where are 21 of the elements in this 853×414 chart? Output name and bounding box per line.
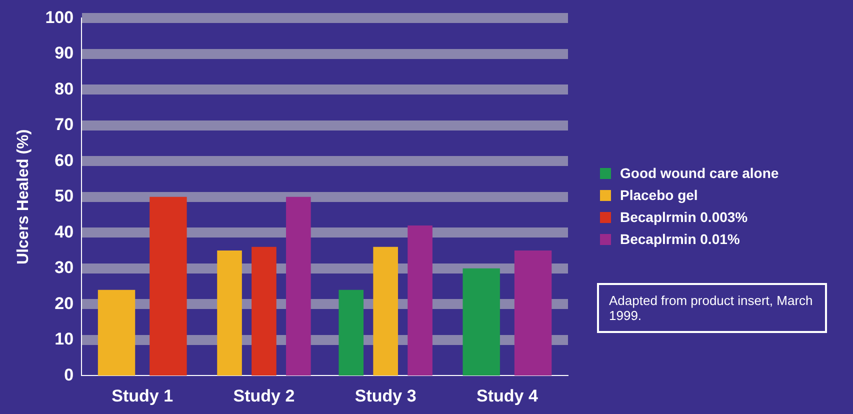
y-tick-label: 100 [45, 8, 74, 27]
x-tick-label: Study 2 [233, 386, 295, 406]
x-tick-label: Study 3 [354, 386, 416, 406]
y-tick-label: 80 [54, 79, 74, 98]
legend-label: Becaplrmin 0.01% [620, 231, 740, 247]
y-tick-label: 60 [54, 150, 74, 170]
y-tick-label: 20 [54, 294, 74, 313]
y-tick-label: 40 [54, 222, 74, 242]
x-tick-label: Study 4 [476, 386, 538, 406]
y-tick-label: 50 [54, 186, 74, 206]
y-tick-label: 10 [54, 330, 74, 349]
legend-label: Good wound care alone [620, 165, 779, 181]
legend-label: Placebo gel [620, 187, 698, 203]
y-tick-label: 0 [64, 365, 74, 384]
y-tick-label: 90 [54, 44, 74, 63]
y-axis-title: Ulcers Healed (%) [15, 129, 32, 264]
legend-label: Becaplrmin 0.003% [620, 209, 748, 225]
x-tick-label: Study 1 [112, 386, 174, 406]
y-tick-label: 30 [54, 258, 74, 278]
y-tick-label: 70 [54, 115, 74, 134]
text: Adapted from product insert, March 1999. [597, 283, 827, 333]
